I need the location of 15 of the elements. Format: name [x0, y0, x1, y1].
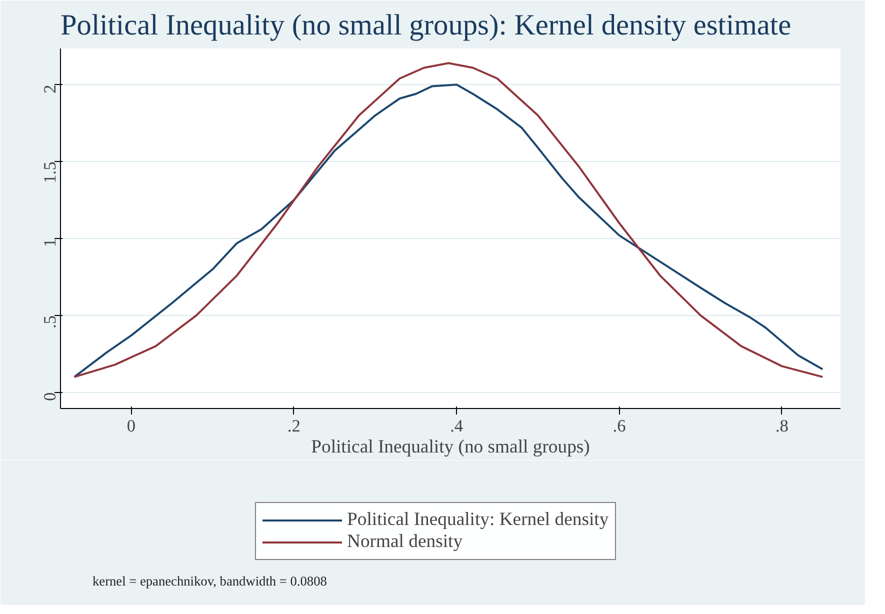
- legend-label: Political Inequality: Kernel density: [347, 509, 609, 531]
- text: kernel = epanechnikov, bandwidth = 0.0808: [92, 574, 328, 588]
- x-tick-label: 0: [126, 416, 136, 436]
- y-tick-label: .5: [40, 315, 60, 328]
- chart-title: Political Inequality (no small groups): Kernel density estimate: [60, 10, 792, 42]
- legend-label: Normal density: [347, 531, 463, 553]
- y-tick-label: 1.5: [40, 162, 60, 184]
- x-axis-title: Political Inequality (no small groups): [311, 436, 590, 458]
- x-tick-label: .8: [775, 416, 788, 436]
- x-tick-label: .4: [450, 416, 464, 436]
- y-tick-label: 1: [40, 238, 60, 248]
- y-tick-label: 0: [40, 392, 60, 402]
- x-tick-label: .6: [612, 416, 626, 436]
- y-tick-label: 2: [40, 84, 60, 94]
- x-tick-label: .2: [287, 416, 300, 436]
